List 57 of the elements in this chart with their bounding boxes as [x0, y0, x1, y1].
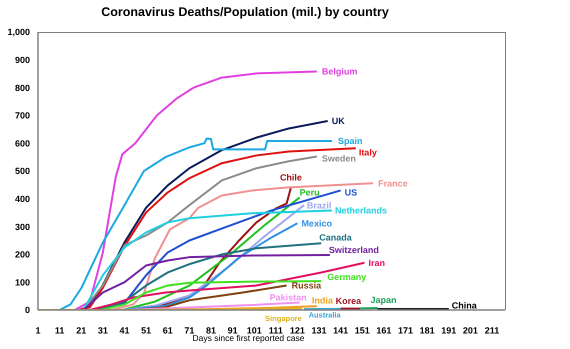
series-label: Peru [300, 188, 320, 198]
x-tick-label: 181 [420, 325, 435, 336]
y-tick-label: 900 [14, 54, 30, 65]
series-label: UK [332, 116, 346, 126]
x-tick-label: 41 [119, 325, 130, 336]
y-tick-label: 500 [14, 166, 30, 176]
x-tick-label: 151 [354, 325, 370, 336]
x-tick-label: 191 [441, 325, 456, 336]
series-label: Mexico [301, 218, 332, 228]
series-label: Switzerland [328, 245, 379, 256]
x-tick-label: 161 [376, 325, 392, 336]
x-tick-label: 91 [228, 325, 238, 336]
series-label: US [344, 188, 358, 198]
x-axis-title: Days since first reported case [192, 333, 305, 343]
series-label: Pakistan [270, 292, 307, 303]
x-tick-label: 51 [141, 325, 152, 336]
x-tick-label: 141 [333, 325, 348, 336]
series-label: Iran [368, 258, 385, 268]
x-tick-label: 21 [76, 325, 86, 336]
x-tick-label: 61 [162, 325, 173, 336]
y-tick-label: 800 [14, 82, 30, 93]
series-label: Canada [319, 232, 353, 242]
series-label: France [378, 178, 408, 188]
series-label: Sweden [322, 154, 356, 164]
series-label: Korea [336, 296, 362, 306]
y-tick-label: 300 [14, 222, 30, 232]
x-tick-label: 71 [184, 325, 194, 336]
series-label: Spain [338, 136, 363, 146]
y-tick-label: 200 [14, 250, 30, 260]
y-tick-label: 700 [14, 110, 30, 121]
x-tick-label: 111 [268, 325, 283, 336]
chart-title: Coronavirus Deaths/Population (mil.) by country [100, 5, 390, 19]
x-tick-label: 101 [246, 325, 262, 336]
x-tick-label: 211 [484, 325, 500, 336]
y-tick-label: 600 [14, 138, 30, 148]
x-tick-label: 121 [290, 325, 305, 336]
x-tick-label: 11 [54, 325, 64, 336]
x-tick-label: 1 [35, 325, 41, 336]
x-tick-label: 31 [98, 325, 108, 336]
series-label: Japan [370, 295, 396, 306]
x-tick-label: 81 [206, 325, 216, 336]
series-label: Germany [327, 272, 366, 282]
x-tick-label: 171 [398, 325, 414, 336]
series-label: Belgium [322, 66, 358, 77]
y-tick-label: 0 [24, 305, 30, 316]
series-label: Netherlands [335, 206, 388, 216]
y-tick-label: 1,000 [7, 27, 30, 38]
series-label: Brazil [306, 200, 332, 210]
series-label: Russia [292, 280, 322, 291]
x-tick-label: 131 [312, 325, 327, 336]
y-tick-label: 100 [14, 277, 30, 288]
series-label: Chile [280, 172, 302, 183]
series-label: India [312, 295, 334, 306]
series-label: Italy [358, 147, 377, 158]
series-label: China [452, 300, 478, 310]
y-tick-label: 400 [14, 194, 30, 204]
x-tick-label: 201 [462, 325, 478, 336]
